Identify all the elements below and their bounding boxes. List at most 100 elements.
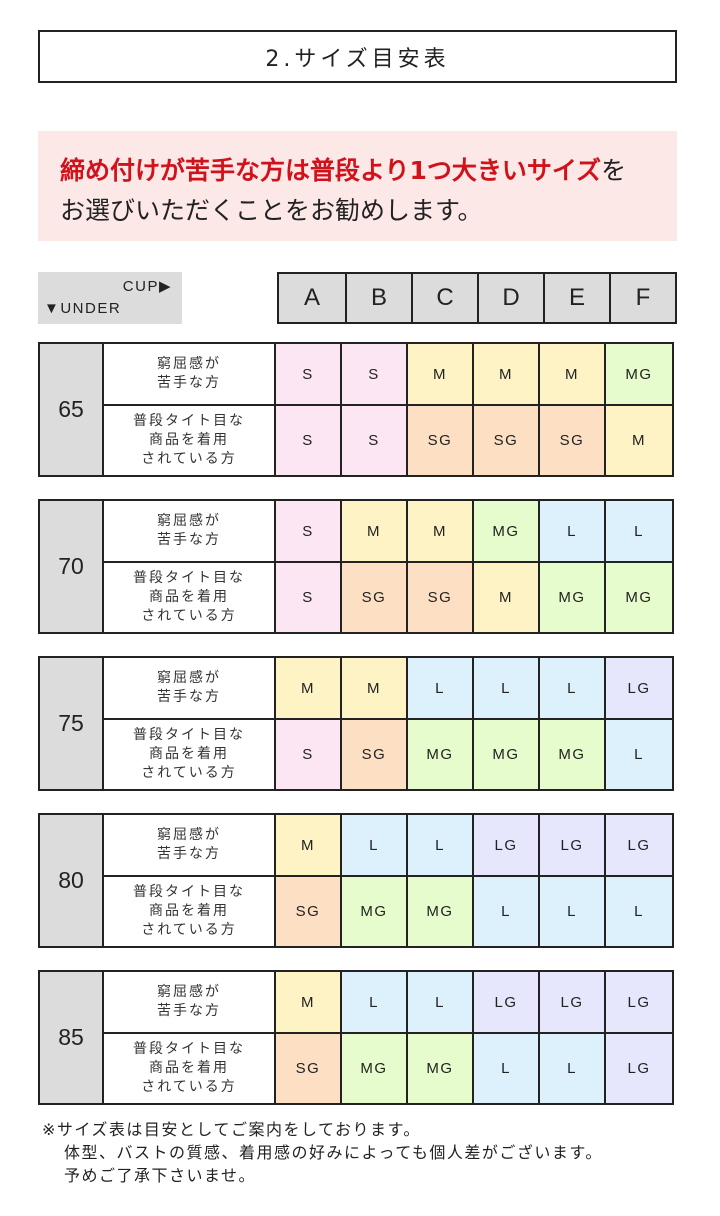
size-cell: S <box>342 406 408 475</box>
size-cell: M <box>474 344 540 404</box>
size-cell: MG <box>342 1034 408 1103</box>
size-cell: SG <box>276 1034 342 1103</box>
size-cell: MG <box>474 720 540 789</box>
table-row: 窮屈感が 苦手な方 M L L LG LG LG <box>104 815 672 875</box>
size-cell: L <box>408 815 474 875</box>
table-row: 窮屈感が 苦手な方 M L L LG LG LG <box>104 972 672 1032</box>
cup-header-C: C <box>411 274 477 322</box>
size-cell: S <box>342 344 408 404</box>
under-size: 65 <box>40 344 104 475</box>
table-row: 普段タイト目な 商品を着用 されている方 S S SG SG SG M <box>104 404 672 475</box>
size-cell: SG <box>408 563 474 632</box>
size-cell: LG <box>474 972 540 1032</box>
size-cell: MG <box>342 877 408 946</box>
notice-text: を <box>601 156 627 185</box>
table-row: 普段タイト目な 商品を着用 されている方 SG MG MG L L LG <box>104 1032 672 1103</box>
row-label: 普段タイト目な 商品を着用 されている方 <box>104 877 276 946</box>
size-cell: LG <box>474 815 540 875</box>
size-block-70: 70 窮屈感が 苦手な方 S M M MG L L 普段タイト目な 商品を着用 されている方 S S… <box>38 499 674 634</box>
table-row: 窮屈感が 苦手な方 S S M M M MG <box>104 344 672 404</box>
row-label: 普段タイト目な 商品を着用 されている方 <box>104 720 276 789</box>
size-cell: M <box>276 658 342 718</box>
size-block-80: 80 窮屈感が 苦手な方 M L L LG LG LG 普段タイト目な 商品を着用 されている方… <box>38 813 674 948</box>
size-cell: L <box>540 501 606 561</box>
footnote-line: 予めご了承下さいませ。 <box>64 1166 257 1185</box>
size-cell: L <box>342 815 408 875</box>
cup-header-F: F <box>609 274 675 322</box>
size-cell: LG <box>540 815 606 875</box>
size-cell: L <box>540 658 606 718</box>
size-cell: MG <box>540 563 606 632</box>
cup-header-A: A <box>303 284 320 311</box>
size-cell: L <box>408 658 474 718</box>
size-cell: MG <box>540 720 606 789</box>
size-cell: MG <box>606 563 672 632</box>
table-row: 普段タイト目な 商品を着用 されている方 S SG MG MG MG L <box>104 718 672 789</box>
under-axis-label: ▼UNDER <box>44 300 122 317</box>
size-cell: M <box>540 344 606 404</box>
size-cell: L <box>606 877 672 946</box>
cup-header-E: E <box>543 274 609 322</box>
under-size: 85 <box>40 972 104 1103</box>
footnote: ※サイズ表は目安としてご案内をしております。 体型、バストの質感、着用感の好みに… <box>42 1118 603 1187</box>
size-cell: S <box>276 344 342 404</box>
size-cell: L <box>540 1034 606 1103</box>
size-cell: MG <box>606 344 672 404</box>
table-row: 普段タイト目な 商品を着用 されている方 SG MG MG L L L <box>104 875 672 946</box>
size-cell: L <box>474 658 540 718</box>
size-cell: S <box>276 563 342 632</box>
size-cell: S <box>276 406 342 475</box>
size-cell: L <box>342 972 408 1032</box>
size-cell: M <box>342 501 408 561</box>
size-cell: M <box>408 501 474 561</box>
row-label: 普段タイト目な 商品を着用 されている方 <box>104 563 276 632</box>
notice-banner: 締め付けが苦手な方は普段より1つ大きいサイズを お選びいただくことをお勧めします… <box>38 131 677 241</box>
cup-header-D: D <box>477 274 543 322</box>
size-cell: MG <box>408 877 474 946</box>
size-cell: S <box>276 501 342 561</box>
size-cell: LG <box>606 972 672 1032</box>
row-label: 普段タイト目な 商品を着用 されている方 <box>104 406 276 475</box>
row-label: 普段タイト目な 商品を着用 されている方 <box>104 1034 276 1103</box>
footnote-line: 体型、バストの質感、着用感の好みによっても個人差がございます。 <box>64 1143 603 1162</box>
size-cell: LG <box>606 1034 672 1103</box>
row-label: 窮屈感が 苦手な方 <box>104 501 276 561</box>
size-cell: MG <box>408 720 474 789</box>
size-cell: L <box>606 720 672 789</box>
size-cell: LG <box>606 815 672 875</box>
row-label: 窮屈感が 苦手な方 <box>104 658 276 718</box>
size-cell: L <box>540 877 606 946</box>
cup-axis-label: CUP▶ <box>122 278 172 295</box>
row-label: 窮屈感が 苦手な方 <box>104 815 276 875</box>
size-cell: LG <box>606 658 672 718</box>
size-cell: M <box>474 563 540 632</box>
size-cell: SG <box>408 406 474 475</box>
notice-text-line2: お選びいただくことをお勧めします。 <box>60 196 483 225</box>
size-cell: M <box>276 815 342 875</box>
under-size: 75 <box>40 658 104 789</box>
size-cell: SG <box>276 877 342 946</box>
size-cell: M <box>342 658 408 718</box>
size-cell: M <box>606 406 672 475</box>
size-cell: SG <box>342 720 408 789</box>
size-cell: MG <box>408 1034 474 1103</box>
table-row: 窮屈感が 苦手な方 M M L L L LG <box>104 658 672 718</box>
size-cell: S <box>276 720 342 789</box>
size-cell: L <box>606 501 672 561</box>
table-row: 普段タイト目な 商品を着用 されている方 S SG SG M MG MG <box>104 561 672 632</box>
size-cell: L <box>408 972 474 1032</box>
cup-header-B: B <box>345 274 411 322</box>
size-block-85: 85 窮屈感が 苦手な方 M L L LG LG LG 普段タイト目な 商品を着用 されている方… <box>38 970 674 1105</box>
size-cell: M <box>276 972 342 1032</box>
size-cell: SG <box>474 406 540 475</box>
axis-corner: CUP▶ ▼UNDER <box>38 272 182 324</box>
row-label: 窮屈感が 苦手な方 <box>104 972 276 1032</box>
size-cell: LG <box>540 972 606 1032</box>
size-cell: M <box>408 344 474 404</box>
notice-highlight: 締め付けが苦手な方は普段より1つ大きいサイズ <box>60 156 602 185</box>
size-cell: SG <box>342 563 408 632</box>
table-row: 窮屈感が 苦手な方 S M M MG L L <box>104 501 672 561</box>
section-title: 2.サイズ目安表 <box>38 30 677 83</box>
size-block-75: 75 窮屈感が 苦手な方 M M L L L LG 普段タイト目な 商品を着用 されている方 S S… <box>38 656 674 791</box>
row-label: 窮屈感が 苦手な方 <box>104 344 276 404</box>
